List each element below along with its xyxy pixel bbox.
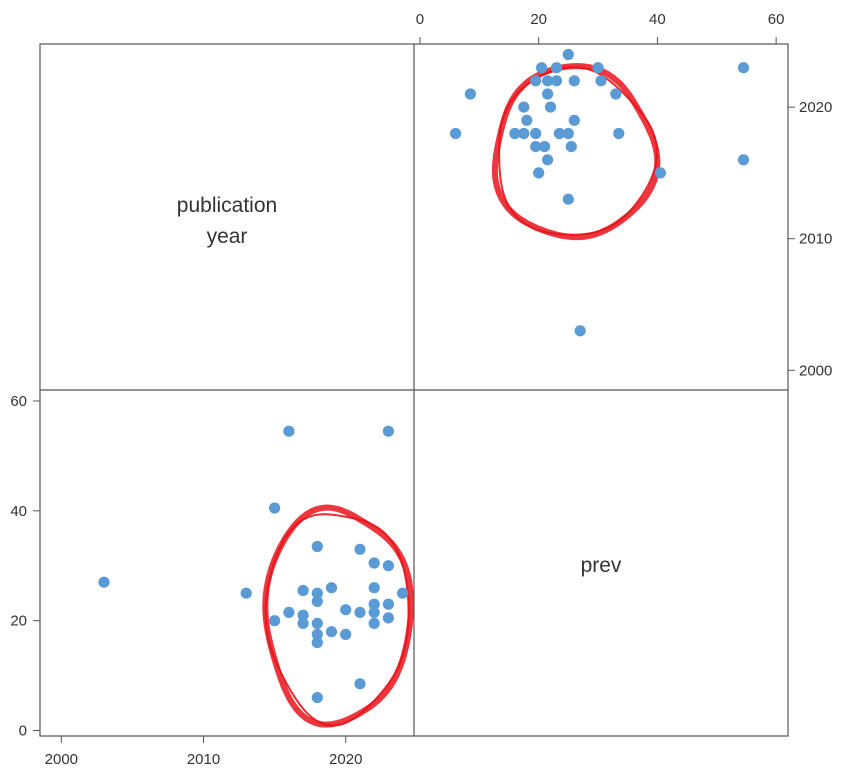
data-point <box>368 606 380 619</box>
data-point <box>542 75 554 87</box>
data-point <box>311 692 323 704</box>
left-axis-ticks: 0 20 40 60 <box>10 393 40 740</box>
data-point <box>550 75 563 87</box>
data-point <box>530 127 542 140</box>
data-point <box>311 540 323 553</box>
top-tick-label: 0 <box>416 11 424 28</box>
bottom-axis-ticks: 2000 2010 2020 <box>45 736 362 768</box>
lower-left-panel-points <box>98 425 409 704</box>
top-tick-label: 60 <box>768 11 785 28</box>
top-tick-label: 40 <box>649 11 666 28</box>
bottom-tick-label: 2010 <box>187 751 220 768</box>
data-point <box>325 582 338 594</box>
data-point <box>518 101 530 113</box>
data-point <box>737 154 750 166</box>
data-point <box>542 154 554 166</box>
data-point <box>518 127 530 140</box>
data-point <box>521 114 533 126</box>
data-point <box>550 62 563 74</box>
data-point <box>610 88 622 100</box>
data-point <box>530 75 542 87</box>
data-point <box>737 62 750 74</box>
data-point <box>382 612 394 624</box>
data-point <box>509 127 521 140</box>
data-point <box>382 598 394 610</box>
data-point <box>595 75 607 87</box>
right-tick-label: 2000 <box>799 362 832 379</box>
left-tick-label: 20 <box>10 613 27 630</box>
data-point <box>311 617 323 630</box>
top-axis-ticks: 0 20 40 60 <box>416 11 785 44</box>
data-point <box>562 193 574 205</box>
data-point <box>98 576 110 588</box>
data-point <box>544 101 557 113</box>
data-point <box>382 560 394 572</box>
data-point <box>397 587 409 599</box>
data-point <box>562 48 574 61</box>
diagonal-label-prev: prev <box>581 554 622 577</box>
annotation-circle-stroke <box>264 513 410 727</box>
data-point <box>654 167 667 179</box>
data-point <box>368 617 380 630</box>
data-point <box>311 587 323 599</box>
data-point <box>565 141 577 153</box>
left-tick-label: 40 <box>10 503 27 520</box>
data-point <box>354 606 366 619</box>
data-point <box>269 502 281 514</box>
annotation-circle-stroke <box>498 66 658 236</box>
data-point <box>536 62 548 74</box>
annotation-circles <box>262 63 661 728</box>
data-point <box>297 584 309 597</box>
data-point <box>574 325 586 337</box>
data-point <box>368 557 380 569</box>
data-point <box>382 425 394 437</box>
data-point <box>368 582 380 594</box>
data-point <box>368 598 380 610</box>
data-point <box>568 75 580 87</box>
data-point <box>592 62 604 74</box>
data-point <box>311 628 323 641</box>
data-point <box>340 604 352 616</box>
data-point <box>530 141 542 153</box>
data-point <box>283 425 295 437</box>
data-point <box>269 615 281 627</box>
upper-right-panel-points <box>450 48 750 337</box>
bottom-tick-label: 2020 <box>329 751 362 768</box>
data-point <box>450 127 462 140</box>
data-point <box>297 609 309 621</box>
bottom-tick-label: 2000 <box>45 751 78 768</box>
data-point <box>311 595 323 608</box>
data-point <box>562 127 574 140</box>
data-point <box>542 88 554 100</box>
left-tick-label: 0 <box>19 723 27 740</box>
data-point <box>325 626 338 638</box>
data-point <box>340 628 352 641</box>
left-tick-label: 60 <box>10 393 27 410</box>
diagonal-label-year: year <box>207 225 248 248</box>
data-point <box>354 543 366 555</box>
data-point <box>539 141 551 153</box>
data-point <box>311 637 323 649</box>
data-point <box>240 587 252 599</box>
data-point <box>297 617 309 630</box>
diagonal-label-publication: publication <box>177 194 277 217</box>
data-point <box>464 88 476 100</box>
right-tick-label: 2010 <box>799 231 832 248</box>
data-point <box>613 127 625 140</box>
data-point <box>354 678 366 690</box>
data-point <box>283 606 295 619</box>
data-point <box>533 167 545 179</box>
right-axis-ticks: 2000 2010 2020 <box>788 99 832 379</box>
top-tick-label: 20 <box>530 11 547 28</box>
data-point <box>568 114 580 126</box>
data-point <box>553 127 566 140</box>
right-tick-label: 2020 <box>799 99 832 116</box>
